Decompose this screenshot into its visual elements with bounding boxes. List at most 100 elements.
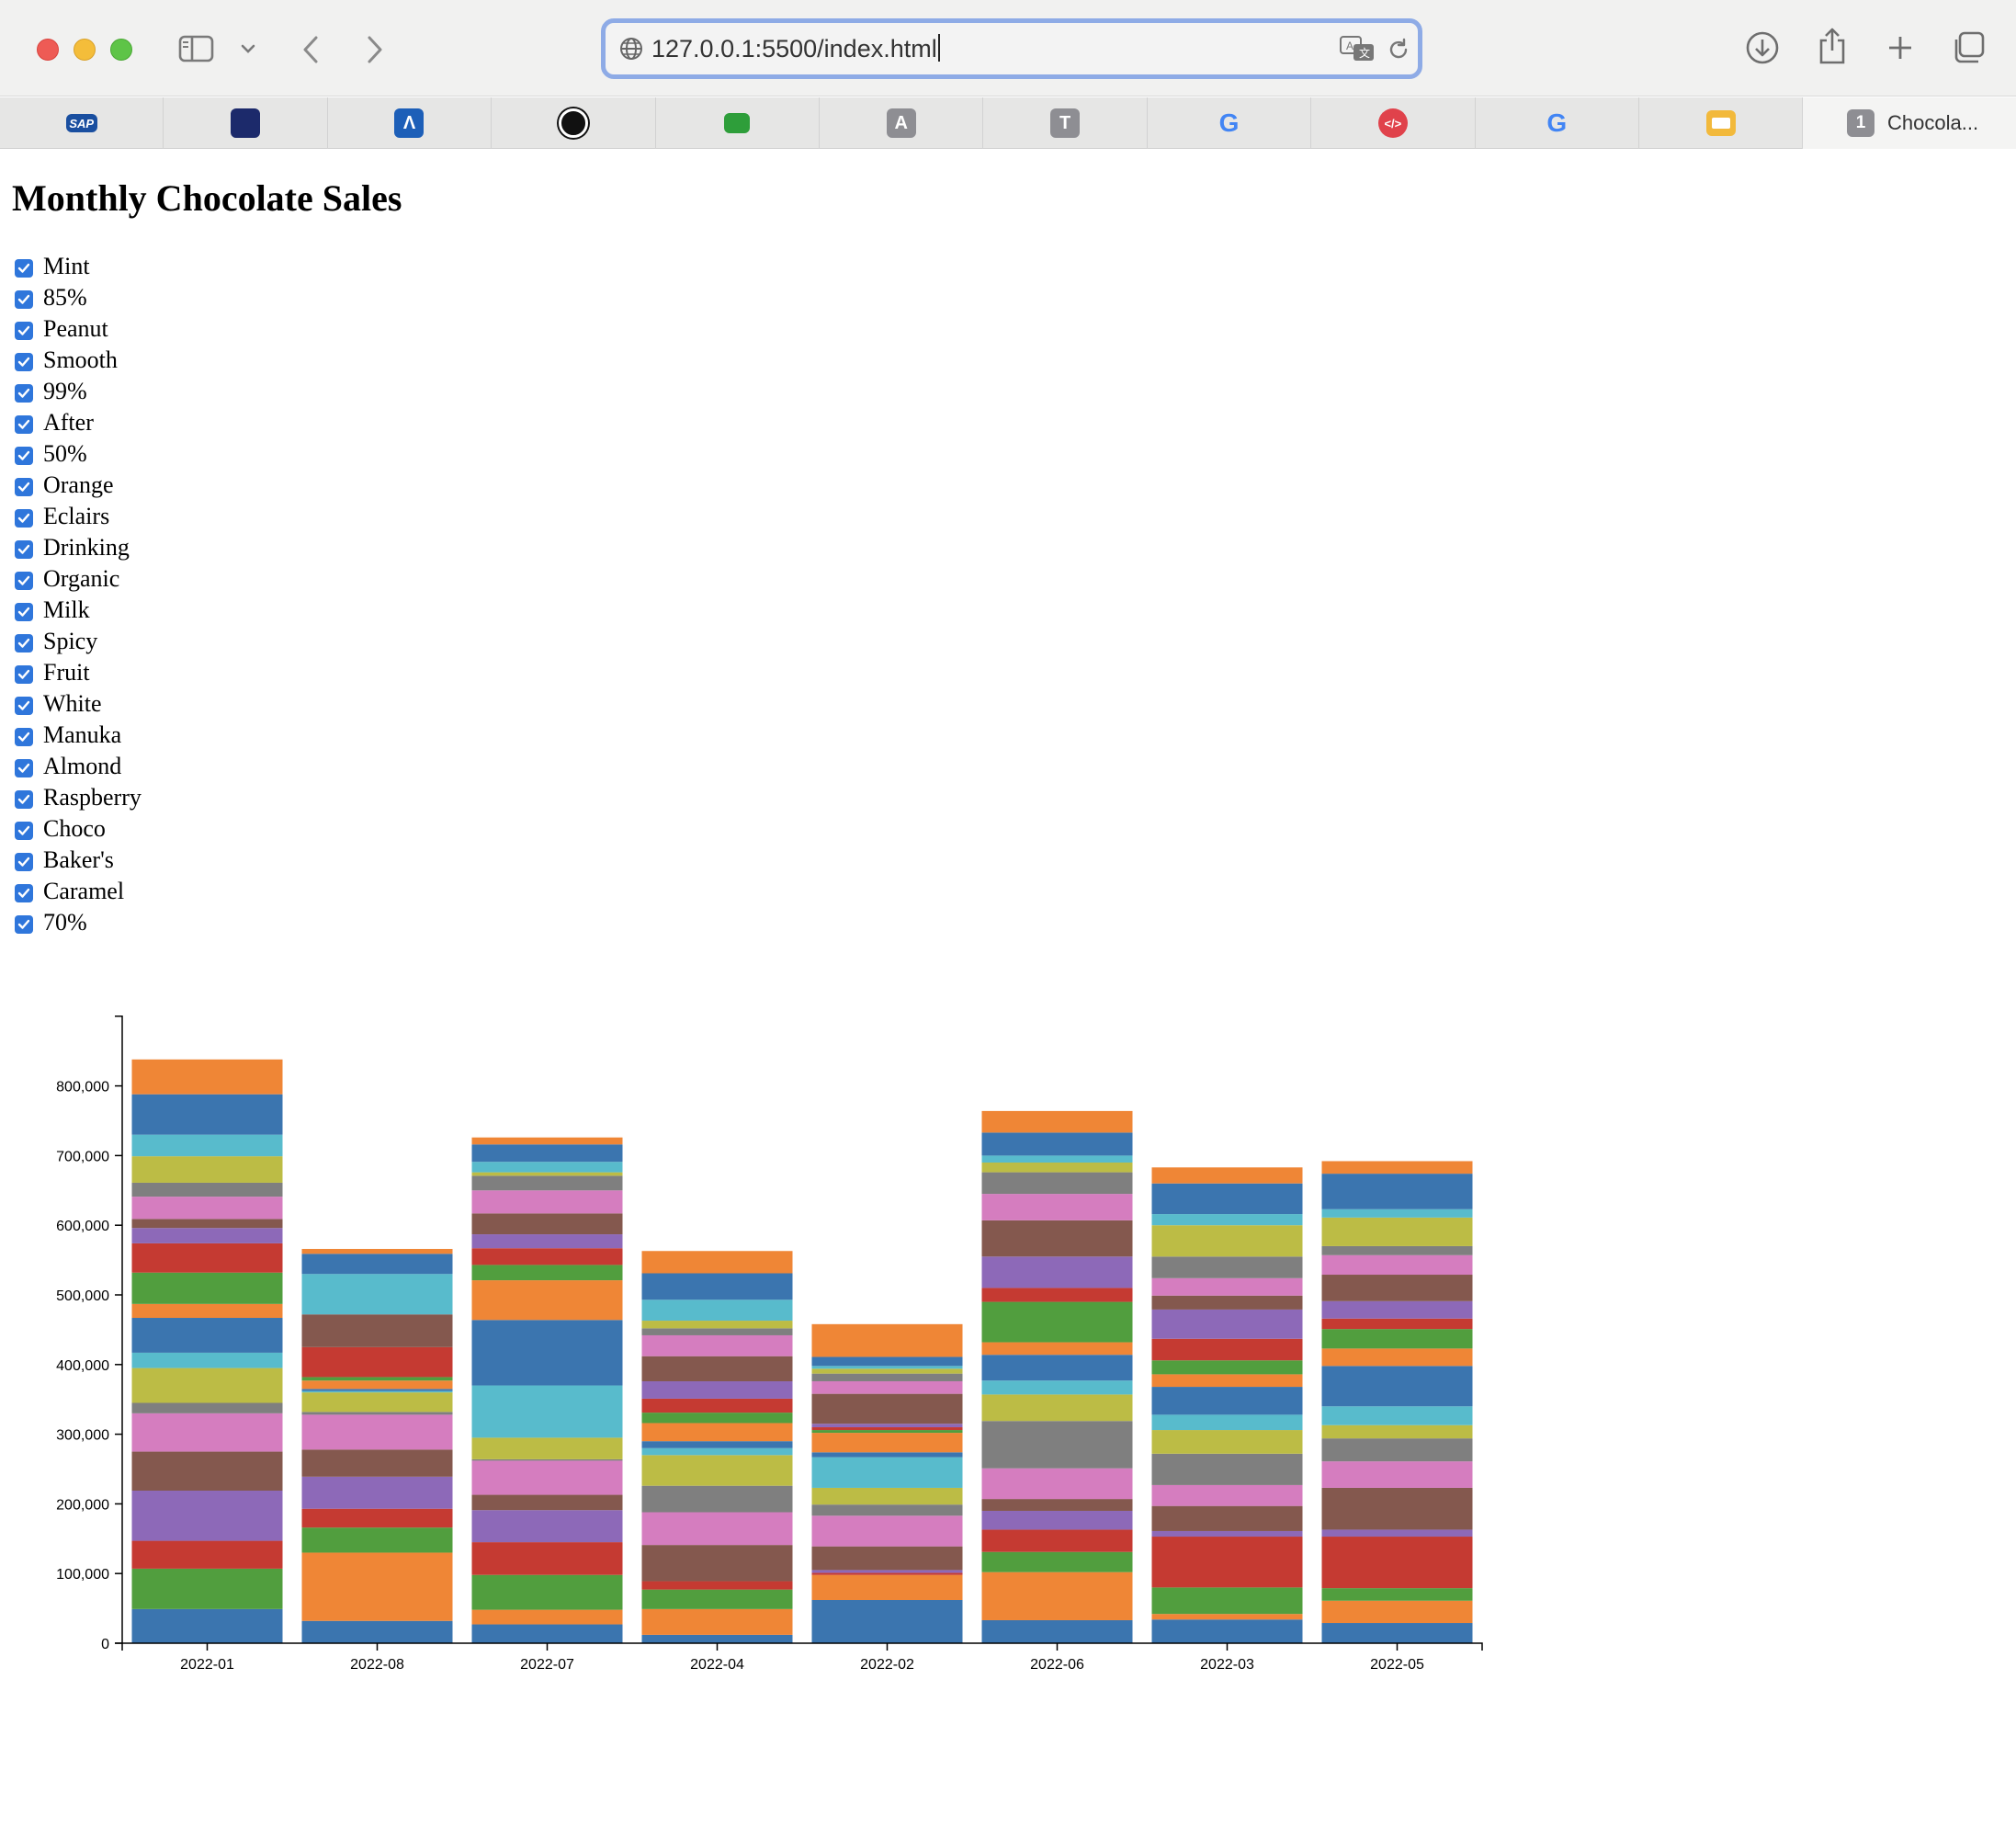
- bar-segment: [1321, 1600, 1473, 1624]
- series-checkbox[interactable]: [15, 290, 33, 309]
- stacked-bar-chart: 2022-01 2022-08 2022-07 2022-04 2022-02 2022-…: [56, 1016, 1483, 1673]
- series-checkbox[interactable]: [15, 384, 33, 403]
- favorite-tab-5[interactable]: [656, 97, 820, 149]
- chevron-down-icon[interactable]: [237, 37, 259, 61]
- bar-segment: [131, 1182, 283, 1197]
- sidebar-toggle-icon[interactable]: [178, 33, 215, 64]
- bar-segment: [981, 1301, 1133, 1343]
- bar-segment: [1321, 1406, 1473, 1425]
- favorite-tab-10[interactable]: G: [1476, 97, 1639, 149]
- bar-segment: [131, 1540, 283, 1569]
- x-tick-label: 2022-05: [1370, 1657, 1424, 1673]
- series-checkbox[interactable]: [15, 603, 33, 621]
- bar-segment: [131, 1402, 283, 1413]
- series-checkbox[interactable]: [15, 697, 33, 715]
- favorite-tab-6[interactable]: A: [820, 97, 984, 149]
- close-window-button[interactable]: [37, 39, 59, 61]
- legend-item: Mint: [15, 251, 142, 282]
- svg-text:A: A: [1346, 40, 1353, 52]
- favorite-tab-2[interactable]: [164, 97, 328, 149]
- page-title: Monthly Chocolate Sales: [12, 177, 402, 219]
- legend-label: Peanut: [43, 315, 108, 342]
- series-checkbox[interactable]: [15, 822, 33, 840]
- bar-segment: [1321, 1366, 1473, 1407]
- bar-segment: [1151, 1453, 1303, 1485]
- series-checkbox[interactable]: [15, 259, 33, 278]
- bar-segment: [981, 1194, 1133, 1220]
- bar-segment: [471, 1265, 623, 1281]
- bar-segment: [811, 1323, 963, 1357]
- zoom-window-button[interactable]: [110, 39, 132, 61]
- favorite-tab-7[interactable]: T: [983, 97, 1148, 149]
- series-checkbox[interactable]: [15, 322, 33, 340]
- bar-segment: [1151, 1256, 1303, 1278]
- series-checkbox[interactable]: [15, 915, 33, 934]
- bar-segment: [641, 1328, 793, 1335]
- series-checkbox[interactable]: [15, 478, 33, 496]
- series-checkbox[interactable]: [15, 728, 33, 746]
- series-checkbox[interactable]: [15, 509, 33, 528]
- legend-item: After: [15, 407, 142, 438]
- series-checkbox[interactable]: [15, 759, 33, 777]
- bar-segment: [131, 1272, 283, 1304]
- series-checkbox[interactable]: [15, 634, 33, 652]
- x-tick-label: 2022-03: [1200, 1657, 1254, 1673]
- bar-segment: [1151, 1530, 1303, 1538]
- series-checkbox[interactable]: [15, 853, 33, 871]
- bar-segment: [471, 1320, 623, 1386]
- minimize-window-button[interactable]: [74, 39, 96, 61]
- series-checkbox[interactable]: [15, 572, 33, 590]
- bar-segment: [301, 1389, 453, 1391]
- bar-segment: [811, 1487, 963, 1505]
- legend-label: Fruit: [43, 659, 90, 686]
- bar-segment: [811, 1600, 963, 1643]
- reload-icon[interactable]: [1385, 36, 1412, 63]
- legend-label: Raspberry: [43, 784, 142, 811]
- legend-item: Organic: [15, 563, 142, 595]
- bar-segment: [131, 1156, 283, 1183]
- bar-segment: [1151, 1619, 1303, 1643]
- bar-segment: [641, 1321, 793, 1329]
- bar-segment: [1321, 1300, 1473, 1319]
- favorite-tab-4[interactable]: [492, 97, 656, 149]
- series-checkbox[interactable]: [15, 353, 33, 371]
- series-checkbox[interactable]: [15, 415, 33, 434]
- favorite-tab-8[interactable]: G: [1148, 97, 1312, 149]
- series-checkbox[interactable]: [15, 665, 33, 684]
- favorite-tab-1[interactable]: SAP: [0, 97, 164, 149]
- active-tab[interactable]: 1 Chocola...: [1803, 97, 2016, 149]
- y-tick-label: 400,000: [56, 1358, 109, 1374]
- download-icon[interactable]: [1744, 29, 1781, 66]
- bar-segment: [981, 1355, 1133, 1381]
- bar-segment: [981, 1572, 1133, 1620]
- series-checkbox[interactable]: [15, 447, 33, 465]
- bar-segment: [471, 1280, 623, 1321]
- share-icon[interactable]: [1816, 26, 1849, 66]
- tab-overview-icon[interactable]: [1950, 29, 1987, 66]
- bar-segment: [641, 1447, 793, 1456]
- bar-segment: [1151, 1430, 1303, 1454]
- letter-t-icon: T: [1050, 108, 1081, 138]
- legend-item: Caramel: [15, 876, 142, 907]
- legend-item: Spicy: [15, 626, 142, 657]
- bar-segment: [981, 1394, 1133, 1422]
- legend-label: Almond: [43, 753, 122, 779]
- new-tab-plus-icon[interactable]: [1882, 29, 1919, 66]
- openai-icon: [558, 108, 588, 138]
- favorite-tab-11[interactable]: [1639, 97, 1804, 149]
- series-checkbox[interactable]: [15, 884, 33, 902]
- url-text[interactable]: 127.0.0.1:5500/index.html: [651, 34, 940, 63]
- series-checkbox[interactable]: [15, 790, 33, 809]
- series-checkbox[interactable]: [15, 540, 33, 559]
- back-arrow-icon[interactable]: [292, 31, 329, 68]
- forward-arrow-icon[interactable]: [357, 31, 393, 68]
- favorite-tab-3[interactable]: Λ: [328, 97, 493, 149]
- y-tick-label: 500,000: [56, 1288, 109, 1304]
- bar-segment: [641, 1634, 793, 1643]
- favorite-tab-9[interactable]: </>: [1311, 97, 1476, 149]
- x-tick-label: 2022-06: [1030, 1657, 1084, 1673]
- bar-segment: [1321, 1487, 1473, 1530]
- bar-segment: [1321, 1438, 1473, 1462]
